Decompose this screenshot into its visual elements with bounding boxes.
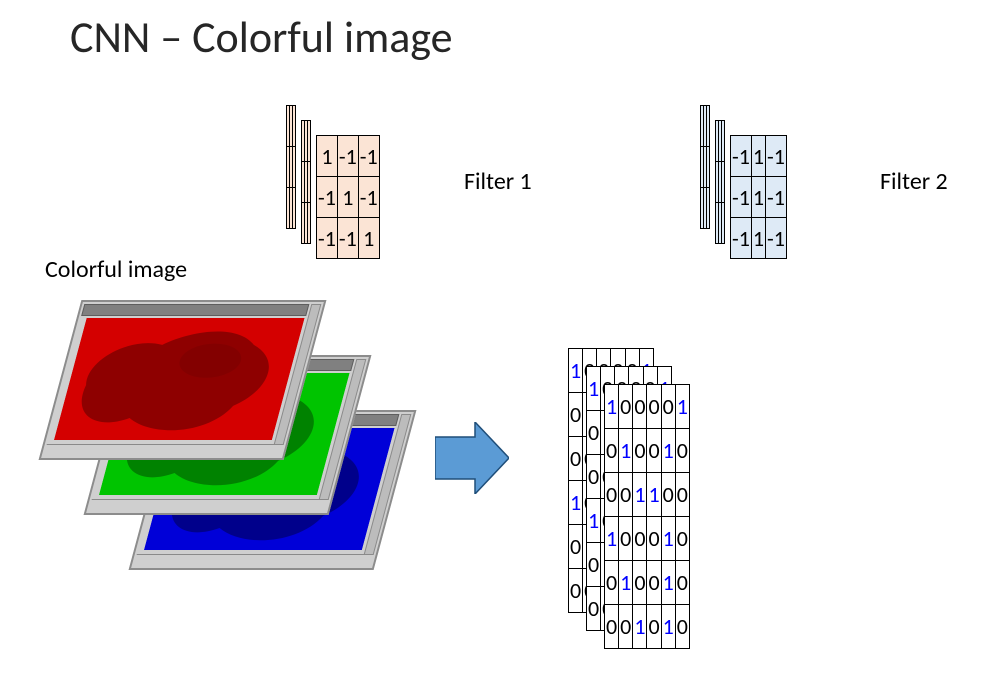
arrow-icon xyxy=(435,422,509,499)
matrix-cell: 0 xyxy=(647,605,661,649)
filter2-label: Filter 2 xyxy=(880,167,948,196)
filter-cell: 1 xyxy=(751,177,765,218)
matrix-cell: 0 xyxy=(661,473,675,517)
filter-cell: 1 xyxy=(317,136,338,177)
matrix-cell: 0 xyxy=(675,605,689,649)
filter-cell: -1 xyxy=(731,136,752,177)
matrix-cell: 0 xyxy=(675,429,689,473)
filter-layer: -11-1-11-1-11-1 xyxy=(730,135,787,259)
matrix-cell: 1 xyxy=(619,561,633,605)
matrix-cell: 1 xyxy=(619,429,633,473)
matrix-cell: 0 xyxy=(619,517,633,561)
filter-cell: -1 xyxy=(337,136,358,177)
matrix-cell: 0 xyxy=(605,561,619,605)
filter-layer xyxy=(286,105,296,229)
filter-cell: -1 xyxy=(317,177,338,218)
matrix-cell: 1 xyxy=(675,385,689,429)
matrix-cell: 1 xyxy=(605,517,619,561)
matrix-cell: 1 xyxy=(661,561,675,605)
matrix-cell: 0 xyxy=(661,385,675,429)
matrix-cell: 0 xyxy=(587,411,601,455)
matrix-cell: 0 xyxy=(619,473,633,517)
matrix-cell: 1 xyxy=(587,499,601,543)
matrix-layer: 100001010010001100100010010010001010 xyxy=(604,384,690,649)
filter-cell: -1 xyxy=(731,177,752,218)
matrix-cell: 0 xyxy=(647,429,661,473)
filter-cell: -1 xyxy=(766,177,787,218)
matrix-cell: 1 xyxy=(633,605,647,649)
filter-cell: 1 xyxy=(751,218,765,259)
matrix-cell: 0 xyxy=(633,561,647,605)
matrix-cell: 0 xyxy=(675,517,689,561)
matrix-cell: 0 xyxy=(605,429,619,473)
matrix-cell: 0 xyxy=(675,561,689,605)
filter-cell: -1 xyxy=(358,136,379,177)
matrix-cell: 0 xyxy=(633,385,647,429)
matrix-cell: 0 xyxy=(619,605,633,649)
filter-cell: 1 xyxy=(358,218,379,259)
filter-layer xyxy=(700,105,710,229)
red-channel-frame xyxy=(39,300,327,460)
page-title: CNN – Colorful image xyxy=(70,10,453,64)
matrix-cell: 1 xyxy=(661,517,675,561)
filter-cell: 1 xyxy=(751,136,765,177)
matrix-cell: 1 xyxy=(569,481,583,525)
matrix-cell: 1 xyxy=(633,473,647,517)
matrix-cell: 0 xyxy=(647,517,661,561)
filter-layer xyxy=(715,120,725,244)
filter-cell: -1 xyxy=(731,218,752,259)
matrix-cell: 0 xyxy=(647,385,661,429)
matrix-cell: 0 xyxy=(605,605,619,649)
matrix-cell: 0 xyxy=(619,385,633,429)
matrix-cell: 0 xyxy=(633,429,647,473)
filter-layer: 1-1-1-11-1-1-11 xyxy=(316,135,380,259)
matrix-cell: 0 xyxy=(587,455,601,499)
matrix-cell: 0 xyxy=(647,561,661,605)
matrix-cell: 0 xyxy=(675,473,689,517)
matrix-cell: 1 xyxy=(647,473,661,517)
filter-cell: -1 xyxy=(358,177,379,218)
matrix-cell: 0 xyxy=(569,569,583,613)
matrix-cell: 0 xyxy=(605,473,619,517)
matrix-cell: 0 xyxy=(587,543,601,587)
matrix-cell: 1 xyxy=(661,605,675,649)
filter1-label: Filter 1 xyxy=(464,167,532,196)
matrix-cell: 0 xyxy=(587,587,601,631)
matrix-cell: 1 xyxy=(587,367,601,411)
matrix-cell: 1 xyxy=(569,349,583,393)
matrix-cell: 0 xyxy=(569,437,583,481)
matrix-cell: 1 xyxy=(605,385,619,429)
filter-cell: -1 xyxy=(766,218,787,259)
matrix-cell: 0 xyxy=(569,525,583,569)
filter-layer xyxy=(301,120,311,244)
filter-cell: 1 xyxy=(337,177,358,218)
colorful-image-label: Colorful image xyxy=(45,255,187,284)
matrix-cell: 0 xyxy=(633,517,647,561)
red-channel-image xyxy=(53,318,305,445)
matrix-cell: 1 xyxy=(661,429,675,473)
filter-cell: -1 xyxy=(337,218,358,259)
filter-cell: -1 xyxy=(317,218,338,259)
matrix-cell: 0 xyxy=(569,393,583,437)
filter-cell: -1 xyxy=(766,136,787,177)
